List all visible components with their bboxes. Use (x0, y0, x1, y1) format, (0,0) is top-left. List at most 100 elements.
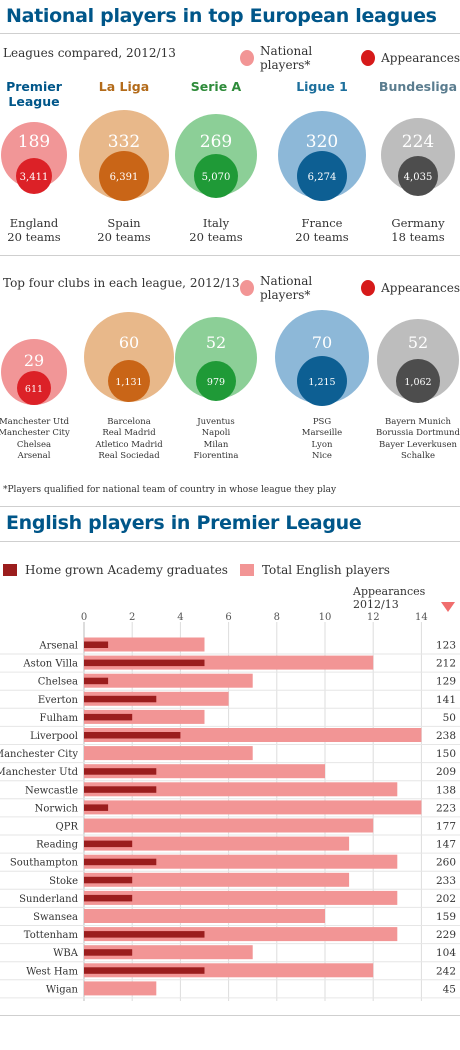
homegrown-bar (84, 677, 109, 685)
club-outer-bubble (84, 312, 174, 402)
appearances-value: 233 (436, 875, 456, 887)
total-english-bar (84, 800, 422, 815)
club-national-players: 52 (206, 333, 226, 352)
x-tick-label: 4 (177, 612, 183, 623)
club-national-players: 60 (119, 333, 139, 352)
league-caption: France 20 teams (276, 216, 368, 244)
total-english-bar (84, 709, 205, 724)
league-name: La Liga (78, 79, 170, 94)
league-country: Germany (391, 216, 445, 230)
divider (0, 1015, 460, 1016)
club-name: Milan (203, 439, 229, 450)
league-teams: 20 teams (189, 230, 243, 244)
category-label: QPR (56, 822, 79, 833)
club-name: Borussia Dortmund (376, 428, 460, 439)
x-tick-label: 6 (225, 612, 231, 623)
category-label: Aston Villa (22, 659, 78, 670)
club-national-players: 29 (24, 351, 44, 370)
x-tick-label: 2 (129, 612, 135, 623)
league-name-line1: La Liga (98, 79, 150, 94)
league-name: Serie A (170, 79, 262, 94)
league-caption: Spain 20 teams (78, 216, 170, 244)
club-name: Real Madrid (102, 428, 156, 439)
total-english-bar (84, 909, 325, 923)
legend-appearances-swatch (361, 280, 376, 296)
divider (0, 541, 460, 542)
category-label: Swansea (33, 912, 78, 923)
league-country: Spain (107, 216, 141, 230)
club-national-players: 70 (312, 333, 332, 352)
legend-national-label: National players* (259, 274, 313, 302)
homegrown-bar (84, 641, 109, 648)
league-caption: England 20 teams (0, 216, 80, 244)
league-appearances: 3,411 (20, 172, 49, 183)
chart-title: English players in Premier League (6, 512, 362, 534)
league-name: Ligue 1 (276, 79, 368, 94)
category-label: WBA (53, 948, 79, 959)
club-name: Juventus (197, 417, 235, 427)
homegrown-bar (84, 876, 133, 884)
league-teams: 20 teams (295, 230, 349, 244)
league-caption: Germany 18 teams (372, 216, 460, 244)
league-name-line2: League (8, 94, 60, 109)
club-national-players: 52 (408, 333, 428, 352)
league-national-players: 320 (306, 132, 338, 152)
club-name: Real Sociedad (98, 451, 160, 462)
appearances-value: 223 (436, 802, 456, 814)
appearances-value: 159 (436, 911, 456, 923)
league-name-line1: Premier (6, 79, 62, 94)
club-name: PSG (312, 417, 332, 427)
club-list: Manchester Utd Manchester City Chelsea Arse… (0, 417, 82, 463)
legend-national-swatch (240, 280, 254, 296)
appearances-value: 50 (443, 712, 456, 724)
league-inner-bubble (398, 156, 438, 196)
club-inner-bubble (196, 361, 236, 401)
club-inner-bubble (396, 359, 440, 403)
homegrown-bar (84, 840, 133, 848)
appearances-value: 177 (436, 821, 456, 833)
league-name-line1: Bundesliga (378, 79, 458, 94)
category-label: Tottenham (24, 930, 79, 941)
category-label: Stoke (49, 876, 78, 887)
x-tick-label: 14 (415, 612, 428, 623)
appearances-value: 209 (436, 766, 456, 778)
legend-homegrown-swatch (3, 564, 17, 576)
league-country: Italy (202, 216, 230, 230)
league-appearances: 6,274 (308, 172, 337, 183)
club-appearances: 611 (25, 384, 43, 395)
appearances-value: 202 (436, 893, 456, 905)
legend-appearances-label: Appearances (381, 51, 460, 65)
league-teams: 20 teams (97, 230, 151, 244)
league-teams: 18 teams (391, 230, 445, 244)
legend-appearances-label: Appearances (381, 281, 460, 295)
appearances-header: Appearances 2012/13 (353, 585, 426, 611)
homegrown-bar (84, 894, 133, 902)
category-label: Southampton (10, 858, 79, 869)
divider (0, 255, 460, 256)
homegrown-bar (84, 858, 157, 866)
club-name: Bayer Leverkusen (379, 439, 457, 450)
league-name: Bundesliga (372, 79, 460, 94)
total-english-bar (84, 746, 253, 761)
league-appearances: 5,070 (202, 172, 231, 183)
category-label: Reading (36, 840, 78, 851)
club-list: Bayern Munich Borussia Dortmund Bayer Leve… (370, 417, 460, 463)
league-name: Premier League (0, 79, 80, 109)
homegrown-bar (84, 732, 181, 739)
club-appearances: 979 (207, 377, 225, 388)
x-tick-label: 8 (274, 612, 280, 623)
category-label: Norwich (35, 803, 79, 814)
club-inner-bubble (17, 371, 51, 405)
club-name: Arsenal (17, 451, 51, 462)
appearances-value: 138 (436, 784, 456, 796)
category-label: Sunderland (19, 894, 78, 905)
category-label: West Ham (26, 966, 78, 977)
league-national-players: 224 (402, 132, 434, 152)
x-tick-label: 0 (81, 612, 87, 623)
clubs-subtitle: Top four clubs in each league, 2012/13 (3, 276, 240, 290)
total-english-bar (84, 836, 350, 851)
league-caption: Italy 20 teams (170, 216, 262, 244)
total-english-bar (84, 673, 253, 688)
league-inner-bubble (194, 154, 238, 198)
appearances-value: 45 (443, 983, 456, 995)
